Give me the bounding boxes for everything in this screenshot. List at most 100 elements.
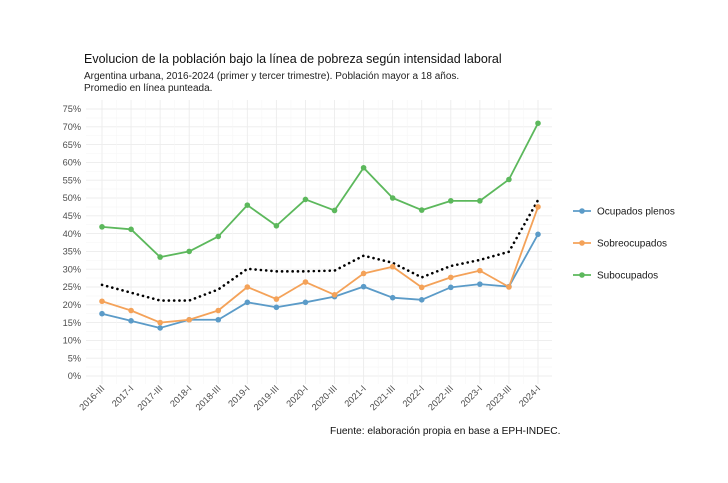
data-point [360, 164, 367, 171]
data-point [186, 316, 192, 323]
series-sobreocupados [99, 204, 541, 326]
x-tick-label: 2024-I [517, 383, 543, 409]
data-point [215, 316, 222, 323]
data-point [157, 319, 163, 326]
y-tick-label: 35% [63, 247, 81, 257]
x-tick-label: 2016-III [77, 383, 106, 412]
x-tick-label: 2017-III [135, 383, 164, 412]
data-point [302, 279, 309, 285]
average-series [100, 198, 540, 302]
series-line-ocupados-plenos [101, 233, 539, 329]
series-ocupados-plenos [99, 231, 541, 331]
data-point [360, 270, 367, 277]
data-point [99, 224, 105, 230]
data-point [477, 281, 483, 287]
legend-label: Subocupados [597, 271, 658, 282]
chart-subtitle: Argentina urbana, 2016-2024 (primer y te… [84, 71, 459, 95]
data-point [448, 284, 454, 291]
legend-label: Sobreocupados [597, 239, 667, 250]
data-point [128, 226, 134, 233]
x-tick-label: 2023-I [459, 383, 485, 409]
x-tick-label: 2020-I [284, 383, 310, 409]
data-point [477, 198, 483, 204]
x-tick-label: 2020-III [310, 383, 339, 412]
chart-title: Evolucion de la población bajo la línea … [84, 52, 502, 66]
data-point [244, 299, 251, 306]
legend-swatch-point [579, 240, 585, 246]
legend: Ocupados plenos Sobreocupados Subocupados [573, 207, 675, 282]
data-point [302, 196, 309, 203]
data-point [157, 254, 163, 260]
data-point [535, 231, 541, 238]
data-point [535, 204, 541, 210]
data-point [331, 207, 338, 214]
x-tick-label: 2021-III [368, 383, 397, 412]
series-subocupados [99, 120, 541, 260]
data-point [448, 198, 454, 204]
data-point [418, 207, 425, 213]
chart-caption: Fuente: elaboración propia en base a EPH… [330, 426, 561, 437]
data-point [128, 307, 134, 314]
data-point [99, 310, 105, 317]
series-group [99, 120, 541, 331]
data-point [418, 297, 425, 303]
y-tick-label: 55% [63, 175, 81, 185]
x-tick-label: 2018-III [194, 383, 223, 412]
data-point [273, 296, 280, 302]
y-tick-label: 45% [63, 211, 81, 221]
data-point [273, 222, 280, 229]
data-point [448, 274, 454, 281]
y-axis-ticks: 0% 5% 10% 15% 20% 25% 30% 35% 40% 45% 50% 55% 60% 65%… [63, 104, 81, 381]
data-point [418, 284, 425, 291]
data-point [186, 248, 192, 255]
x-tick-label: 2019-I [226, 383, 252, 409]
legend-label: Ocupados plenos [597, 207, 675, 218]
x-tick-label: 2019-III [252, 383, 281, 412]
legend-item-subocupados: Subocupados [573, 271, 658, 282]
data-point [302, 299, 309, 306]
data-point [244, 284, 251, 290]
y-tick-label: 20% [63, 300, 81, 310]
subtitle-line-2: Promedio en línea punteada. [84, 83, 213, 94]
data-point [389, 263, 396, 270]
data-point [506, 176, 512, 183]
x-tick-label: 2018-I [168, 383, 194, 409]
legend-swatch-point [579, 208, 585, 214]
y-tick-label: 0% [68, 371, 81, 381]
y-tick-label: 25% [63, 282, 81, 292]
legend-item-ocupados-plenos: Ocupados plenos [573, 207, 675, 218]
x-axis-ticks: 2016-III 2017-I 2017-III 2018-I 2018-III 2019… [77, 383, 542, 412]
y-tick-label: 40% [63, 229, 81, 239]
data-point [535, 120, 541, 127]
data-point [128, 318, 134, 324]
x-tick-label: 2017-I [110, 383, 136, 409]
y-tick-label: 50% [63, 193, 81, 203]
data-point [331, 292, 338, 298]
data-point [389, 195, 396, 201]
y-tick-label: 15% [63, 318, 81, 328]
data-point [244, 202, 251, 208]
x-tick-label: 2022-I [401, 383, 427, 409]
subtitle-line-1: Argentina urbana, 2016-2024 (primer y te… [84, 71, 460, 82]
data-point [99, 298, 105, 305]
y-tick-label: 65% [63, 140, 81, 150]
y-tick-label: 75% [63, 104, 81, 114]
data-point [360, 283, 367, 290]
data-point [389, 294, 396, 301]
y-tick-label: 30% [63, 264, 81, 274]
x-tick-label: 2021-I [343, 383, 369, 409]
grid-lines [86, 100, 552, 384]
data-point [477, 267, 483, 274]
series-line-sobreocupados [101, 206, 539, 324]
series-line-subocupados [101, 122, 539, 258]
y-tick-label: 70% [63, 122, 81, 132]
x-tick-label: 2023-III [484, 383, 513, 412]
legend-item-sobreocupados: Sobreocupados [573, 239, 667, 250]
y-tick-label: 10% [63, 336, 81, 346]
data-point [215, 233, 222, 240]
average-line [100, 198, 540, 302]
data-point [215, 307, 222, 314]
data-point [506, 284, 512, 290]
legend-swatch-point [579, 272, 585, 278]
